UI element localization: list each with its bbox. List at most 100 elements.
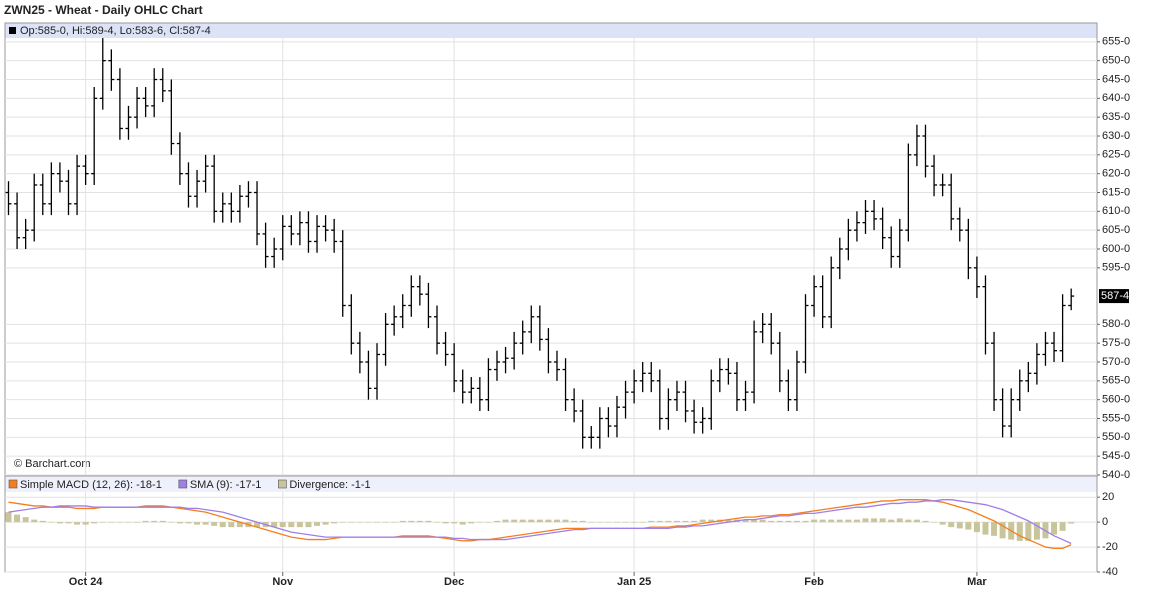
divergence-bar xyxy=(871,518,878,523)
divergence-bar xyxy=(434,522,440,523)
divergence-bar xyxy=(939,522,946,525)
y-tick-label: 635-0 xyxy=(1102,111,1130,123)
divergence-bar xyxy=(682,520,689,523)
divergence-bar xyxy=(605,522,612,523)
legend-strip xyxy=(5,476,1097,492)
last-price-label: 587-4 xyxy=(1101,290,1129,302)
x-tick-label: Dec xyxy=(444,576,464,588)
divergence-bar xyxy=(279,522,286,528)
y-tick-label: 550-0 xyxy=(1102,431,1130,443)
y-tick-label: 610-0 xyxy=(1102,205,1130,217)
y-tick-label: 640-0 xyxy=(1102,92,1130,104)
divergence-bar xyxy=(511,519,518,523)
divergence-bar xyxy=(956,522,963,529)
y-tick-label: 615-0 xyxy=(1102,186,1130,198)
divergence-bar xyxy=(1051,522,1058,535)
info-strip xyxy=(5,23,1097,38)
divergence-bar xyxy=(322,522,329,525)
divergence-bar xyxy=(271,522,278,528)
divergence-bar xyxy=(194,522,201,525)
divergence-bar xyxy=(991,522,998,536)
divergence-bar xyxy=(468,522,475,524)
y-tick-label: 570-0 xyxy=(1102,356,1130,368)
divergence-bar xyxy=(879,518,886,523)
divergence-bar xyxy=(142,520,149,523)
divergence-bar xyxy=(768,520,775,523)
divergence-bar xyxy=(416,520,423,523)
divergence-bar xyxy=(699,519,706,523)
divergence-bar xyxy=(1059,522,1066,531)
divergence-bar xyxy=(82,522,89,525)
divergence-bar xyxy=(211,522,218,526)
divergence-bar xyxy=(982,522,989,535)
divergence-bar xyxy=(339,522,346,523)
divergence-bar xyxy=(536,519,543,523)
divergence-bar xyxy=(56,522,63,524)
divergence-bar xyxy=(828,519,835,523)
divergence-bar xyxy=(836,519,843,523)
y-tick-label: 630-0 xyxy=(1102,130,1130,142)
x-tick-label: Oct 24 xyxy=(69,576,104,588)
divergence-bar xyxy=(613,522,620,523)
divergence-bar xyxy=(236,522,243,528)
divergence-bar xyxy=(519,519,526,523)
divergence-bar xyxy=(793,520,800,523)
divergence-bar xyxy=(913,519,920,523)
divergence-bar xyxy=(296,522,303,528)
divergence-bar xyxy=(811,519,818,523)
divergence-bar xyxy=(202,522,209,525)
divergence-bar xyxy=(116,522,123,523)
y-tick-label: 580-0 xyxy=(1102,318,1130,330)
y-tick-label: 625-0 xyxy=(1102,149,1130,161)
divergence-bar xyxy=(673,520,680,523)
y-tick-label: 565-0 xyxy=(1102,375,1130,387)
divergence-bar xyxy=(451,522,458,524)
divergence-bar xyxy=(228,522,235,528)
x-tick-label: Nov xyxy=(272,576,294,588)
divergence-bar xyxy=(5,512,12,523)
divergence-bar xyxy=(125,522,132,523)
divergence-bar xyxy=(39,520,46,523)
divergence-bar xyxy=(1068,522,1075,524)
divergence-bar xyxy=(922,520,929,523)
divergence-bar xyxy=(134,522,141,523)
y-tick-label: 605-0 xyxy=(1102,224,1130,236)
y-tick-label: 600-0 xyxy=(1102,243,1130,255)
divergence-bar xyxy=(999,522,1006,539)
divergence-bar xyxy=(459,522,466,525)
divergence-bar xyxy=(48,522,55,523)
divergence-bar xyxy=(254,522,261,528)
divergence-bar xyxy=(888,519,895,523)
legend-swatch xyxy=(278,479,287,489)
divergence-bar xyxy=(493,520,500,523)
divergence-bar xyxy=(288,522,295,528)
divergence-bar xyxy=(631,522,638,523)
y-tick-label: -40 xyxy=(1102,566,1118,578)
divergence-bar xyxy=(365,522,372,523)
divergence-bar xyxy=(553,519,560,523)
divergence-bar xyxy=(485,522,492,523)
divergence-bar xyxy=(596,522,603,523)
legend-label: Simple MACD (12, 26): -18-1 xyxy=(20,479,162,491)
divergence-bar xyxy=(725,519,732,523)
divergence-bar xyxy=(168,522,175,523)
x-tick-label: Mar xyxy=(967,576,987,588)
divergence-bar xyxy=(151,520,158,523)
divergence-bar xyxy=(691,520,698,523)
watermark: © Barchart.com xyxy=(14,458,91,470)
divergence-bar xyxy=(314,522,321,526)
divergence-bar xyxy=(742,519,749,523)
divergence-bar xyxy=(305,522,312,528)
y-tick-label: 595-0 xyxy=(1102,262,1130,274)
divergence-bar xyxy=(819,519,826,523)
chart-title: ZWN25 - Wheat - Daily OHLC Chart xyxy=(4,3,203,17)
legend-label: SMA (9): -17-1 xyxy=(190,479,262,491)
divergence-bar xyxy=(648,520,655,523)
divergence-bar xyxy=(545,519,552,523)
divergence-bar xyxy=(656,520,663,523)
y-tick-label: 555-0 xyxy=(1102,412,1130,424)
macd-line xyxy=(8,499,1072,549)
divergence-bar xyxy=(442,522,449,524)
divergence-bar xyxy=(571,520,578,523)
divergence-bar xyxy=(802,520,809,523)
